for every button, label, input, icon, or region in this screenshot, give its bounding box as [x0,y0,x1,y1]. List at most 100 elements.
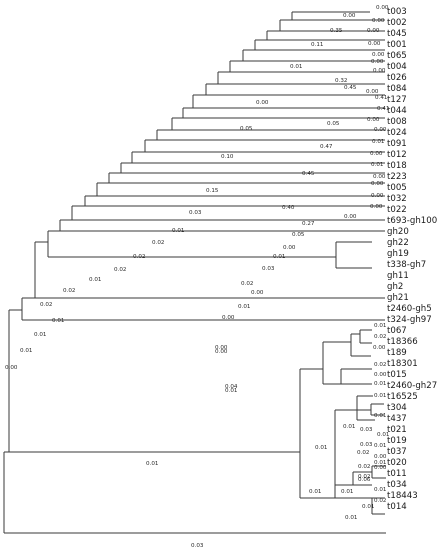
leaf-label-t019: t019 [387,436,407,446]
leaf-label-t011: t011 [387,469,407,479]
branch-length: 0.00 [372,52,385,58]
branch-length: 0.03 [191,543,204,549]
leaf-label-t338-gh7: t338-gh7 [387,260,426,270]
branch-length: 0.00 [374,454,387,460]
leaf-label-t18366: t18366 [387,337,418,347]
branch-length: 0.00 [370,151,383,157]
branch-length: 0.03 [189,210,202,216]
branch-length: 0.02 [63,288,75,294]
branch-length: 0.01 [34,332,47,338]
branch-length: 0.00 [374,465,387,471]
branch-length: 0.00 [372,18,385,24]
branch-length: 0.41 [375,95,388,101]
branch-length: 0.00 [215,349,228,355]
branch-length: 0.02 [114,267,126,273]
leaf-label-t065: t065 [387,51,407,61]
branch-length: 0.00 [368,41,381,47]
branch-length: 0.05 [327,121,340,127]
leaf-label-t032: t032 [387,194,407,204]
branch-length: 0.03 [262,266,275,272]
branch-length: 0.00 [215,345,228,351]
branch-length: 0.00 [374,127,387,133]
branch-length: 0.01 [371,162,384,168]
branch-length: 0.00 [367,117,380,123]
branch-length: 0.00 [222,315,235,321]
leaf-label-t223: t223 [387,172,407,182]
leaf-label-t324-gh97: t324-gh97 [387,315,432,325]
branch-length: 0.06 [358,477,371,483]
branch-length: 0.00 [5,365,18,371]
branch-length: 0.32 [335,78,347,84]
leaf-label-t022: t022 [387,205,407,215]
branch-length: 0.01 [341,489,354,495]
branch-length: 0.00 [256,100,269,106]
branch-length: 0.02 [152,240,164,246]
leaf-label-t693-gh100: t693-gh100 [387,216,437,226]
leaf-label-t037: t037 [387,447,407,457]
branch-length: 0.01 [146,461,159,467]
leaf-label-gh19: gh19 [387,249,409,259]
branch-length: 0.01 [374,413,387,419]
leaf-label-t18443: t18443 [387,491,418,501]
leaf-label-t067: t067 [387,326,407,336]
branch-length: 0.01 [372,139,385,145]
branch-length: 0.00 [373,174,386,180]
leaf-label-t127: t127 [387,95,407,105]
leaf-label-t084: t084 [387,84,407,94]
leaf-label-t437: t437 [387,414,407,424]
branch-length: 0.01 [89,277,102,283]
branch-length: 0.05 [240,126,253,132]
leaf-label-t044: t044 [387,106,407,116]
leaf-label-t024: t024 [387,128,407,138]
branch-length: 0.02 [374,362,386,368]
branch-length: 0.11 [311,42,324,48]
branch-length: 0.00 [376,5,389,11]
branch-length: 0.01 [374,393,387,399]
leaf-label-t008: t008 [387,117,407,127]
leaf-label-t2460-gh27: t2460-gh27 [387,381,437,391]
branch-length: 0.01 [345,515,358,521]
branch-length: 0.00 [371,59,384,65]
leaf-label-t2460-gh5: t2460-gh5 [387,304,432,314]
branch-length: 0.01 [377,432,390,438]
branch-length: 0.01 [20,348,33,354]
leaf-label-t018: t018 [387,161,407,171]
leaf-label-t004: t004 [387,62,407,72]
branch-length: 0.03 [360,442,373,448]
leaf-label-t18301: t18301 [387,359,418,369]
branch-length: 0.01 [374,487,387,493]
tree-edges [3,11,386,534]
branch-length: 0.01 [374,443,387,449]
leaf-label-gh20: gh20 [387,227,409,237]
branch-length: 0.01 [172,228,185,234]
branch-length: 0.41 [377,106,390,112]
leaf-label-t16525: t16525 [387,392,418,402]
branch-length: 0.02 [374,334,386,340]
branch-length: 0.00 [374,372,387,378]
branch-length: 0.02 [241,281,253,287]
branch-length: 0.01 [225,388,238,394]
branch-length: 0.00 [371,181,384,187]
branch-length: 0.00 [366,89,379,95]
branch-length: 0.00 [343,13,356,19]
branch-length: 0.01 [362,504,375,510]
branch-length: 0.00 [251,290,264,296]
branch-length: 0.02 [133,254,145,260]
leaf-label-t034: t034 [387,480,407,490]
leaf-labels: t003 t002 t045 t001 t065 t004 t026 t084 … [387,7,437,512]
leaf-label-gh22: gh22 [387,238,409,248]
branch-length: 0.27 [302,221,315,227]
branch-length: 0.02 [357,450,369,456]
branch-length: 0.03 [360,427,373,433]
branch-length: 0.01 [343,424,356,430]
branch-length: 0.01 [374,460,387,466]
branch-length: 0.15 [206,188,219,194]
branch-length: 0.40 [282,205,295,211]
leaf-label-t003: t003 [387,7,407,17]
branch-length: 0.01 [290,64,303,70]
branch-length: 0.02 [374,498,386,504]
branch-length: 0.04 [225,384,238,390]
branch-length: 0.45 [302,171,315,177]
branch-length: 0.00 [344,214,357,220]
